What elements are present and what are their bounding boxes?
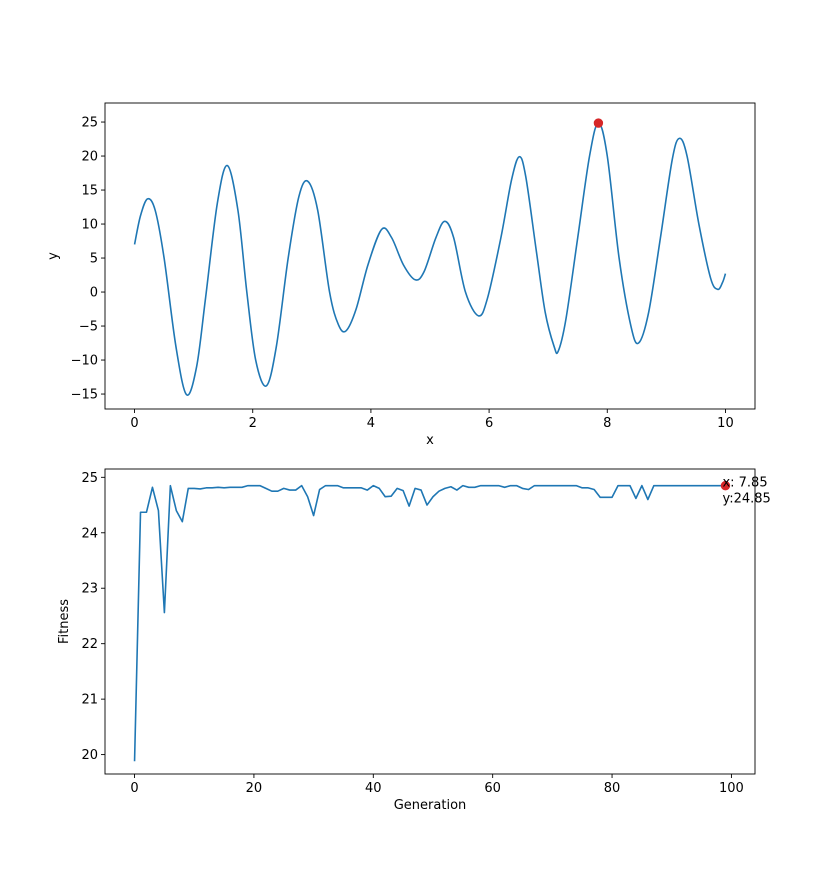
y-tick-label: 10: [81, 218, 98, 233]
y-tick-label: 25: [81, 471, 98, 486]
x-tick-label: 0: [130, 416, 138, 431]
x-tick-label: 4: [367, 416, 375, 431]
x-tick-label: 10: [717, 416, 734, 431]
x-tick-label: 8: [603, 416, 611, 431]
bottom-plot-fitness-generation: 0 20 40 60 80 100 20 21 22 23 24 25 Generation Fitnes…: [57, 468, 771, 813]
top-plot-x-y: 0 2 4 6 8 10 −15 −10 −5 0 5 10 15 20 25 x y: [46, 102, 756, 448]
y-tick-label: −5: [79, 320, 98, 335]
x-axis-label: x: [426, 433, 434, 448]
x-tick-label: 20: [246, 781, 263, 796]
x-tick-label: 0: [130, 781, 138, 796]
y-tick-label: 15: [81, 184, 98, 199]
x-tick-label: 40: [365, 781, 382, 796]
annotation-y: y:24.85: [722, 492, 770, 507]
y-tick-label: 21: [81, 693, 98, 708]
y-tick-label: 20: [81, 150, 98, 165]
series-line-0: [133, 122, 727, 396]
y-tick-label: 25: [81, 116, 98, 131]
y-tick-label: 24: [81, 526, 98, 541]
highlight-point: [593, 118, 604, 128]
y-axis-label: Fitness: [57, 599, 72, 644]
y-tick-label: 5: [90, 252, 98, 267]
y-axis-label: y: [46, 252, 61, 260]
x-tick-label: 100: [719, 781, 744, 796]
series-line-0: [133, 484, 726, 762]
y-tick-label: 20: [81, 748, 98, 763]
x-tick-label: 60: [484, 781, 501, 796]
x-tick-label: 6: [485, 416, 493, 431]
y-tick-label: 23: [81, 582, 98, 597]
axes-frame: [104, 468, 756, 775]
y-tick-label: 0: [90, 286, 98, 301]
annotation-x: x: 7.85: [722, 476, 767, 491]
y-tick-label: −15: [71, 388, 98, 403]
x-tick-label: 2: [249, 416, 257, 431]
y-tick-label: −10: [71, 354, 98, 369]
x-tick-label: 80: [604, 781, 621, 796]
x-axis-label: Generation: [394, 798, 467, 813]
axes-frame: [104, 102, 756, 410]
highlight-point: [720, 480, 731, 491]
y-tick-label: 22: [81, 637, 98, 652]
